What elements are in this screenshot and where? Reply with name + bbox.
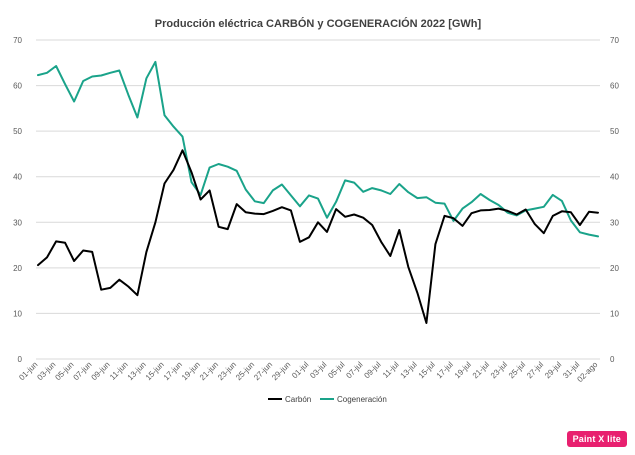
y-tick-right-50: 50	[610, 127, 619, 136]
y-tick-right-20: 20	[610, 264, 619, 273]
y-tick-left-30: 30	[13, 218, 22, 227]
y-tick-left-50: 50	[13, 127, 22, 136]
y-tick-left-10: 10	[13, 309, 22, 318]
y-tick-left-70: 70	[13, 36, 22, 45]
legend-label-cogeneración: Cogeneración	[337, 395, 387, 404]
legend: Carbón Cogeneración	[268, 395, 387, 404]
legend-label-carbón: Carbón	[285, 395, 311, 404]
y-tick-right-0: 0	[610, 355, 615, 364]
y-tick-right-30: 30	[610, 218, 619, 227]
gridlines	[36, 39, 600, 360]
y-tick-left-0: 0	[18, 355, 23, 364]
y-tick-right-70: 70	[610, 36, 619, 45]
y-tick-right-40: 40	[610, 173, 619, 182]
y-tick-left-60: 60	[13, 82, 22, 91]
y-tick-right-60: 60	[610, 82, 619, 91]
y-axis-left-tick-labels: 0 10 20 30 40 50 60 70	[13, 36, 22, 364]
chart-title: Producción eléctrica CARBÓN y COGENERACI…	[155, 17, 482, 30]
y-tick-right-10: 10	[610, 309, 619, 318]
y-axis-right-tick-labels: 0 10 20 30 40 50 60 70	[610, 36, 619, 364]
series-lines	[37, 60, 599, 324]
y-tick-left-20: 20	[13, 264, 22, 273]
y-tick-left-40: 40	[13, 173, 22, 182]
paint-x-lite-watermark-badge: Paint X lite	[566, 431, 627, 447]
series-line-carbón	[37, 149, 599, 324]
